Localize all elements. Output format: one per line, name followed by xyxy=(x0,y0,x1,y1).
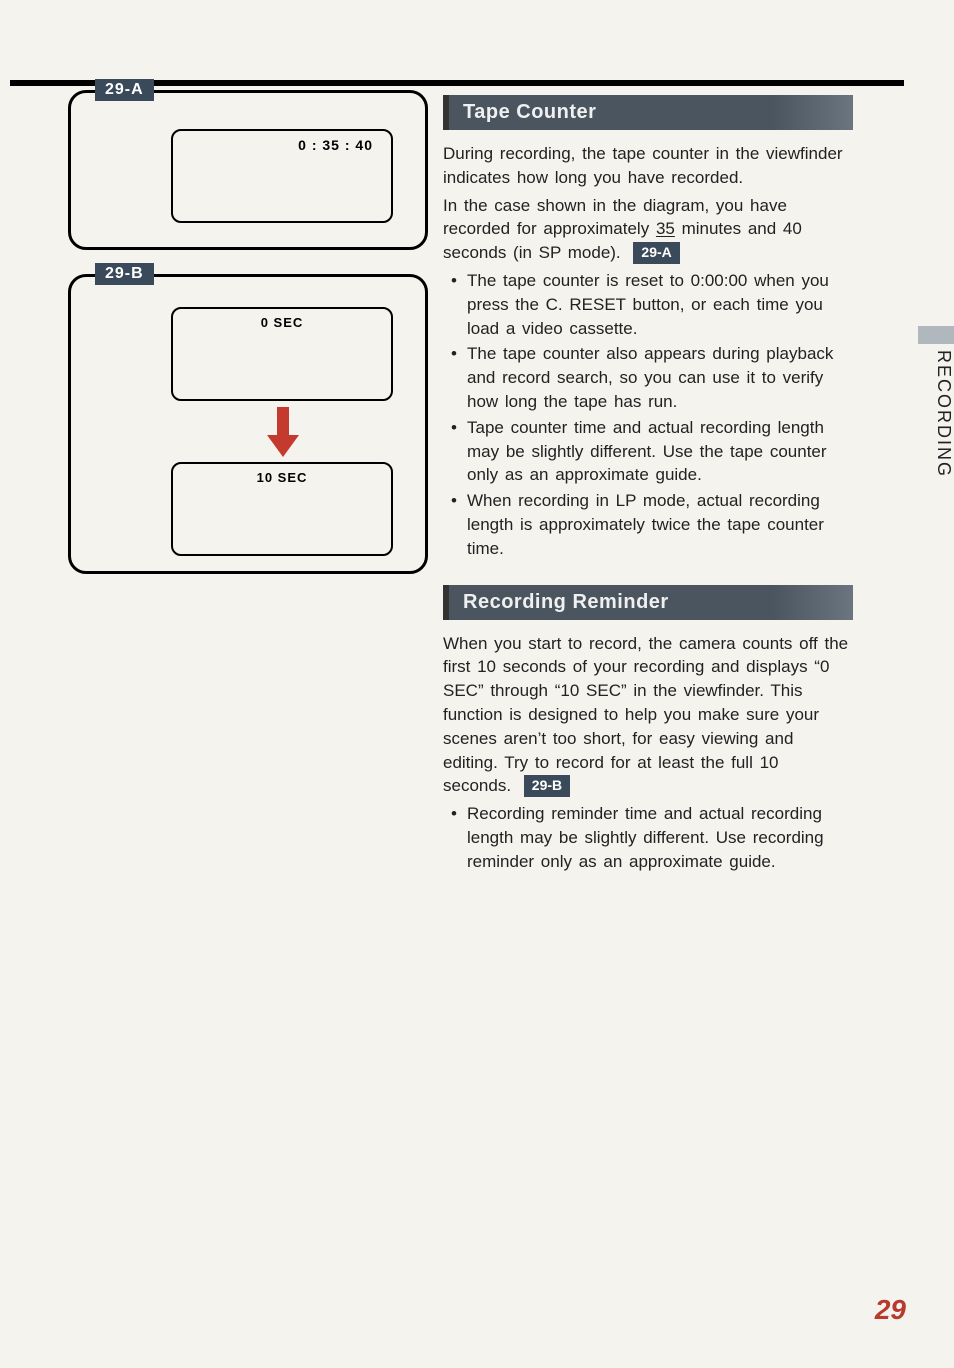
list-item: Recording reminder time and actual recor… xyxy=(447,802,853,873)
heading-tape-counter: Tape Counter xyxy=(443,95,853,130)
diagram-29b: 29-B 0 SEC 10 SEC xyxy=(68,274,428,574)
ref-29a: 29-A xyxy=(633,242,679,264)
sec-readout-10: 10 SEC xyxy=(173,470,391,485)
recording-reminder-p1: When you start to record, the camera cou… xyxy=(443,632,853,799)
side-tab-bar xyxy=(918,326,954,344)
left-column: 29-A 0 : 35 : 40 29-B 0 SEC 10 SEC xyxy=(68,90,428,598)
recording-reminder-bullets: Recording reminder time and actual recor… xyxy=(443,802,853,873)
tape-counter-readout: 0 : 35 : 40 xyxy=(298,137,373,153)
diagram-label-a: 29-A xyxy=(95,79,154,101)
viewfinder-screen-b1: 0 SEC xyxy=(171,307,393,401)
tape-counter-bullets: The tape counter is reset to 0:00:00 whe… xyxy=(443,269,853,561)
arrow-down-icon xyxy=(267,407,297,457)
list-item: Tape counter time and actual recording l… xyxy=(447,416,853,487)
right-column: Tape Counter During recording, the tape … xyxy=(443,95,853,876)
viewfinder-screen-a: 0 : 35 : 40 xyxy=(171,129,393,223)
page-number: 29 xyxy=(875,1294,906,1326)
viewfinder-screen-b2: 10 SEC xyxy=(171,462,393,556)
tape-counter-p2u: 35 xyxy=(656,219,675,238)
list-item: The tape counter is reset to 0:00:00 whe… xyxy=(447,269,853,340)
ref-29b: 29-B xyxy=(524,775,570,797)
tape-counter-p1: During recording, the tape counter in th… xyxy=(443,142,853,190)
list-item: When recording in LP mode, actual record… xyxy=(447,489,853,560)
diagram-label-b: 29-B xyxy=(95,263,154,285)
side-tab-label: RECORDING xyxy=(933,350,954,478)
tape-counter-p2: In the case shown in the diagram, you ha… xyxy=(443,194,853,265)
diagram-29a: 29-A 0 : 35 : 40 xyxy=(68,90,428,250)
heading-recording-reminder: Recording Reminder xyxy=(443,585,853,620)
recording-reminder-p1-text: When you start to record, the camera cou… xyxy=(443,634,848,796)
sec-readout-0: 0 SEC xyxy=(173,315,391,330)
list-item: The tape counter also appears during pla… xyxy=(447,342,853,413)
